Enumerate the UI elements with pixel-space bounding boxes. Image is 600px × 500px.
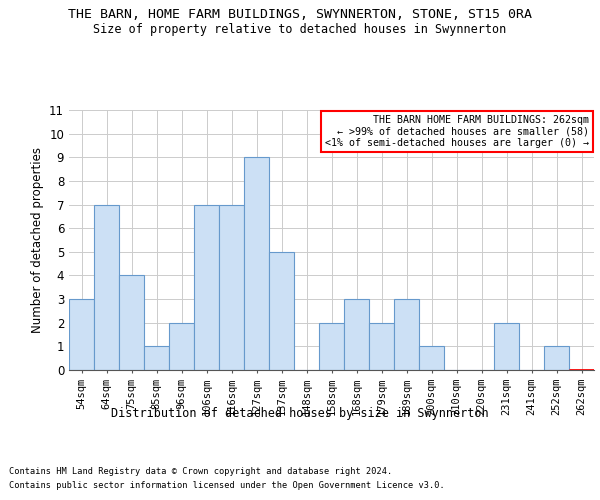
- Bar: [369, 322, 394, 370]
- Bar: [494, 322, 519, 370]
- Bar: [169, 322, 194, 370]
- Bar: [394, 299, 419, 370]
- Y-axis label: Number of detached properties: Number of detached properties: [31, 147, 44, 333]
- Bar: [69, 299, 94, 370]
- Bar: [244, 158, 269, 370]
- Text: Contains public sector information licensed under the Open Government Licence v3: Contains public sector information licen…: [9, 481, 445, 490]
- Bar: [544, 346, 569, 370]
- Text: Contains HM Land Registry data © Crown copyright and database right 2024.: Contains HM Land Registry data © Crown c…: [9, 468, 392, 476]
- Bar: [319, 322, 344, 370]
- Bar: [144, 346, 169, 370]
- Bar: [419, 346, 444, 370]
- Text: Size of property relative to detached houses in Swynnerton: Size of property relative to detached ho…: [94, 22, 506, 36]
- Text: THE BARN HOME FARM BUILDINGS: 262sqm
← >99% of detached houses are smaller (58)
: THE BARN HOME FARM BUILDINGS: 262sqm ← >…: [325, 115, 589, 148]
- Bar: [119, 276, 144, 370]
- Bar: [344, 299, 369, 370]
- Bar: [219, 204, 244, 370]
- Bar: [94, 204, 119, 370]
- Text: THE BARN, HOME FARM BUILDINGS, SWYNNERTON, STONE, ST15 0RA: THE BARN, HOME FARM BUILDINGS, SWYNNERTO…: [68, 8, 532, 20]
- Bar: [269, 252, 294, 370]
- Bar: [194, 204, 219, 370]
- Text: Distribution of detached houses by size in Swynnerton: Distribution of detached houses by size …: [111, 408, 489, 420]
